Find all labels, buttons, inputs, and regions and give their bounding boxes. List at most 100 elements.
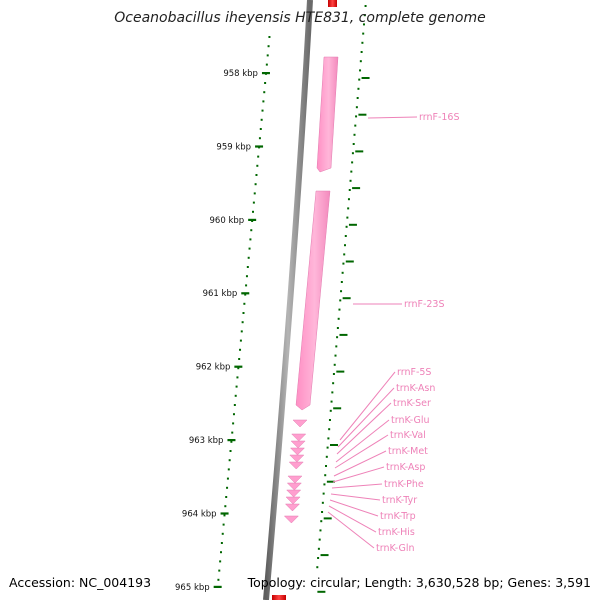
ruler-dot bbox=[261, 109, 264, 112]
ruler-dot bbox=[252, 201, 255, 204]
track-dot bbox=[345, 225, 348, 228]
ruler-dot bbox=[219, 560, 222, 563]
ruler-dot bbox=[234, 394, 237, 397]
feature-label-trnK-Asp[interactable]: trnK-Asp bbox=[386, 462, 425, 473]
feature-label-trnK-Ser[interactable]: trnK-Ser bbox=[393, 398, 431, 409]
track-tick bbox=[320, 554, 329, 557]
ruler-dot bbox=[266, 54, 269, 57]
accession-label: Accession: NC_004193 bbox=[9, 575, 152, 590]
feature-track-dots bbox=[316, 5, 370, 593]
feature-label-trnK-His[interactable]: trnK-His bbox=[378, 527, 415, 538]
kbp-label: 961 kbp bbox=[203, 289, 238, 299]
genome-summary: Topology: circular; Length: 3,630,528 bp… bbox=[247, 575, 591, 590]
track-dot bbox=[355, 106, 358, 109]
track-dot bbox=[354, 124, 357, 127]
track-dot bbox=[349, 179, 352, 182]
track-dot bbox=[357, 87, 360, 90]
feature-trnK-Tyr[interactable] bbox=[286, 489, 302, 498]
ruler-dot bbox=[248, 247, 251, 250]
feature-label-trnK-Phe[interactable]: trnK-Phe bbox=[384, 479, 424, 490]
feature-trnK-His[interactable] bbox=[284, 503, 301, 512]
ruler-dot bbox=[265, 63, 268, 66]
track-dot bbox=[334, 354, 337, 357]
leader-line bbox=[337, 387, 395, 448]
track-dot bbox=[342, 262, 345, 265]
leader-line bbox=[328, 505, 377, 533]
ruler-dot bbox=[232, 422, 235, 425]
track-dot bbox=[331, 391, 334, 394]
kbp-label: 958 kbp bbox=[223, 69, 258, 79]
feature-label-trnK-Trp[interactable]: trnK-Trp bbox=[380, 511, 416, 522]
ruler-dot bbox=[217, 578, 220, 581]
ruler-dot bbox=[232, 413, 235, 416]
feature-label-rrnF-23S[interactable]: rrnF-23S bbox=[404, 299, 445, 310]
feature-trnK-Asn[interactable] bbox=[291, 433, 307, 442]
red-marker-bottom bbox=[272, 595, 286, 600]
ruler-dot bbox=[225, 496, 228, 498]
feature-label-trnK-Glu[interactable]: trnK-Glu bbox=[391, 415, 430, 426]
feature-rrnF-23S[interactable] bbox=[295, 190, 331, 411]
track-tick bbox=[317, 590, 326, 593]
track-tick bbox=[326, 480, 335, 483]
ruler-dot bbox=[245, 284, 248, 287]
track-dot bbox=[322, 492, 325, 495]
track-dot bbox=[318, 538, 321, 541]
track-dot bbox=[321, 511, 324, 513]
track-dot bbox=[325, 465, 328, 467]
ruler-dot bbox=[249, 238, 252, 241]
feature-label-trnK-Asn[interactable]: trnK-Asn bbox=[396, 383, 435, 394]
leader-line bbox=[331, 483, 383, 489]
track-dot bbox=[351, 152, 354, 155]
track-dot bbox=[328, 419, 331, 421]
track-dot bbox=[346, 216, 349, 219]
feature-label-trnK-Tyr[interactable]: trnK-Tyr bbox=[382, 495, 417, 506]
track-dot bbox=[362, 32, 365, 35]
leader-line bbox=[335, 419, 390, 463]
feature-label-rrnF-5S[interactable]: rrnF-5S bbox=[397, 367, 431, 378]
feature-trnK-Met[interactable] bbox=[288, 461, 304, 470]
feature-trnK-Val[interactable] bbox=[289, 454, 305, 463]
ruler-dot bbox=[252, 210, 255, 213]
track-dot bbox=[355, 115, 358, 118]
feature-rrnF-16S[interactable] bbox=[316, 56, 339, 173]
ruler-dot bbox=[250, 229, 253, 232]
feature-label-rrnF-16S[interactable]: rrnF-16S bbox=[419, 112, 460, 123]
track-tick bbox=[330, 444, 339, 446]
ruler-dot bbox=[240, 330, 243, 333]
ruler-dot bbox=[239, 339, 242, 342]
ruler-dot bbox=[223, 514, 226, 517]
kbp-label: 960 kbp bbox=[210, 216, 245, 226]
feature-trnK-Ser[interactable] bbox=[290, 440, 306, 449]
ruler-dot bbox=[247, 256, 250, 259]
track-dot bbox=[339, 299, 342, 302]
ruler-dot bbox=[258, 137, 261, 140]
track-dot bbox=[327, 437, 330, 440]
track-dot bbox=[344, 235, 347, 237]
genome-backbone bbox=[263, 0, 313, 600]
feature-label-trnK-Gln[interactable]: trnK-Gln bbox=[376, 543, 415, 554]
ruler-dot bbox=[262, 100, 265, 103]
feature-trnK-Phe[interactable] bbox=[286, 482, 302, 491]
feature-trnK-Asp[interactable] bbox=[287, 475, 303, 484]
ruler-dot bbox=[259, 128, 262, 130]
feature-trnK-Glu[interactable] bbox=[289, 447, 306, 456]
feature-label-trnK-Met[interactable]: trnK-Met bbox=[388, 446, 428, 457]
track-dot bbox=[340, 290, 343, 293]
track-tick bbox=[333, 407, 342, 410]
trna-features bbox=[283, 419, 308, 524]
track-dot bbox=[362, 23, 365, 26]
feature-trnK-Gln[interactable] bbox=[283, 515, 299, 524]
kbp-label: 959 kbp bbox=[216, 142, 251, 152]
ruler-dot bbox=[239, 348, 242, 351]
track-dot bbox=[335, 345, 338, 348]
leader-line bbox=[339, 371, 396, 441]
track-dot bbox=[326, 446, 329, 449]
feature-label-trnK-Val[interactable]: trnK-Val bbox=[390, 430, 426, 441]
leader-line bbox=[330, 493, 381, 501]
ruler-dot bbox=[264, 82, 267, 84]
feature-rrnF-5S[interactable] bbox=[292, 419, 308, 428]
ruler-dot bbox=[264, 72, 267, 75]
ruler-dot bbox=[220, 542, 223, 544]
feature-trnK-Trp[interactable] bbox=[285, 496, 301, 505]
ruler-dot bbox=[235, 385, 238, 388]
